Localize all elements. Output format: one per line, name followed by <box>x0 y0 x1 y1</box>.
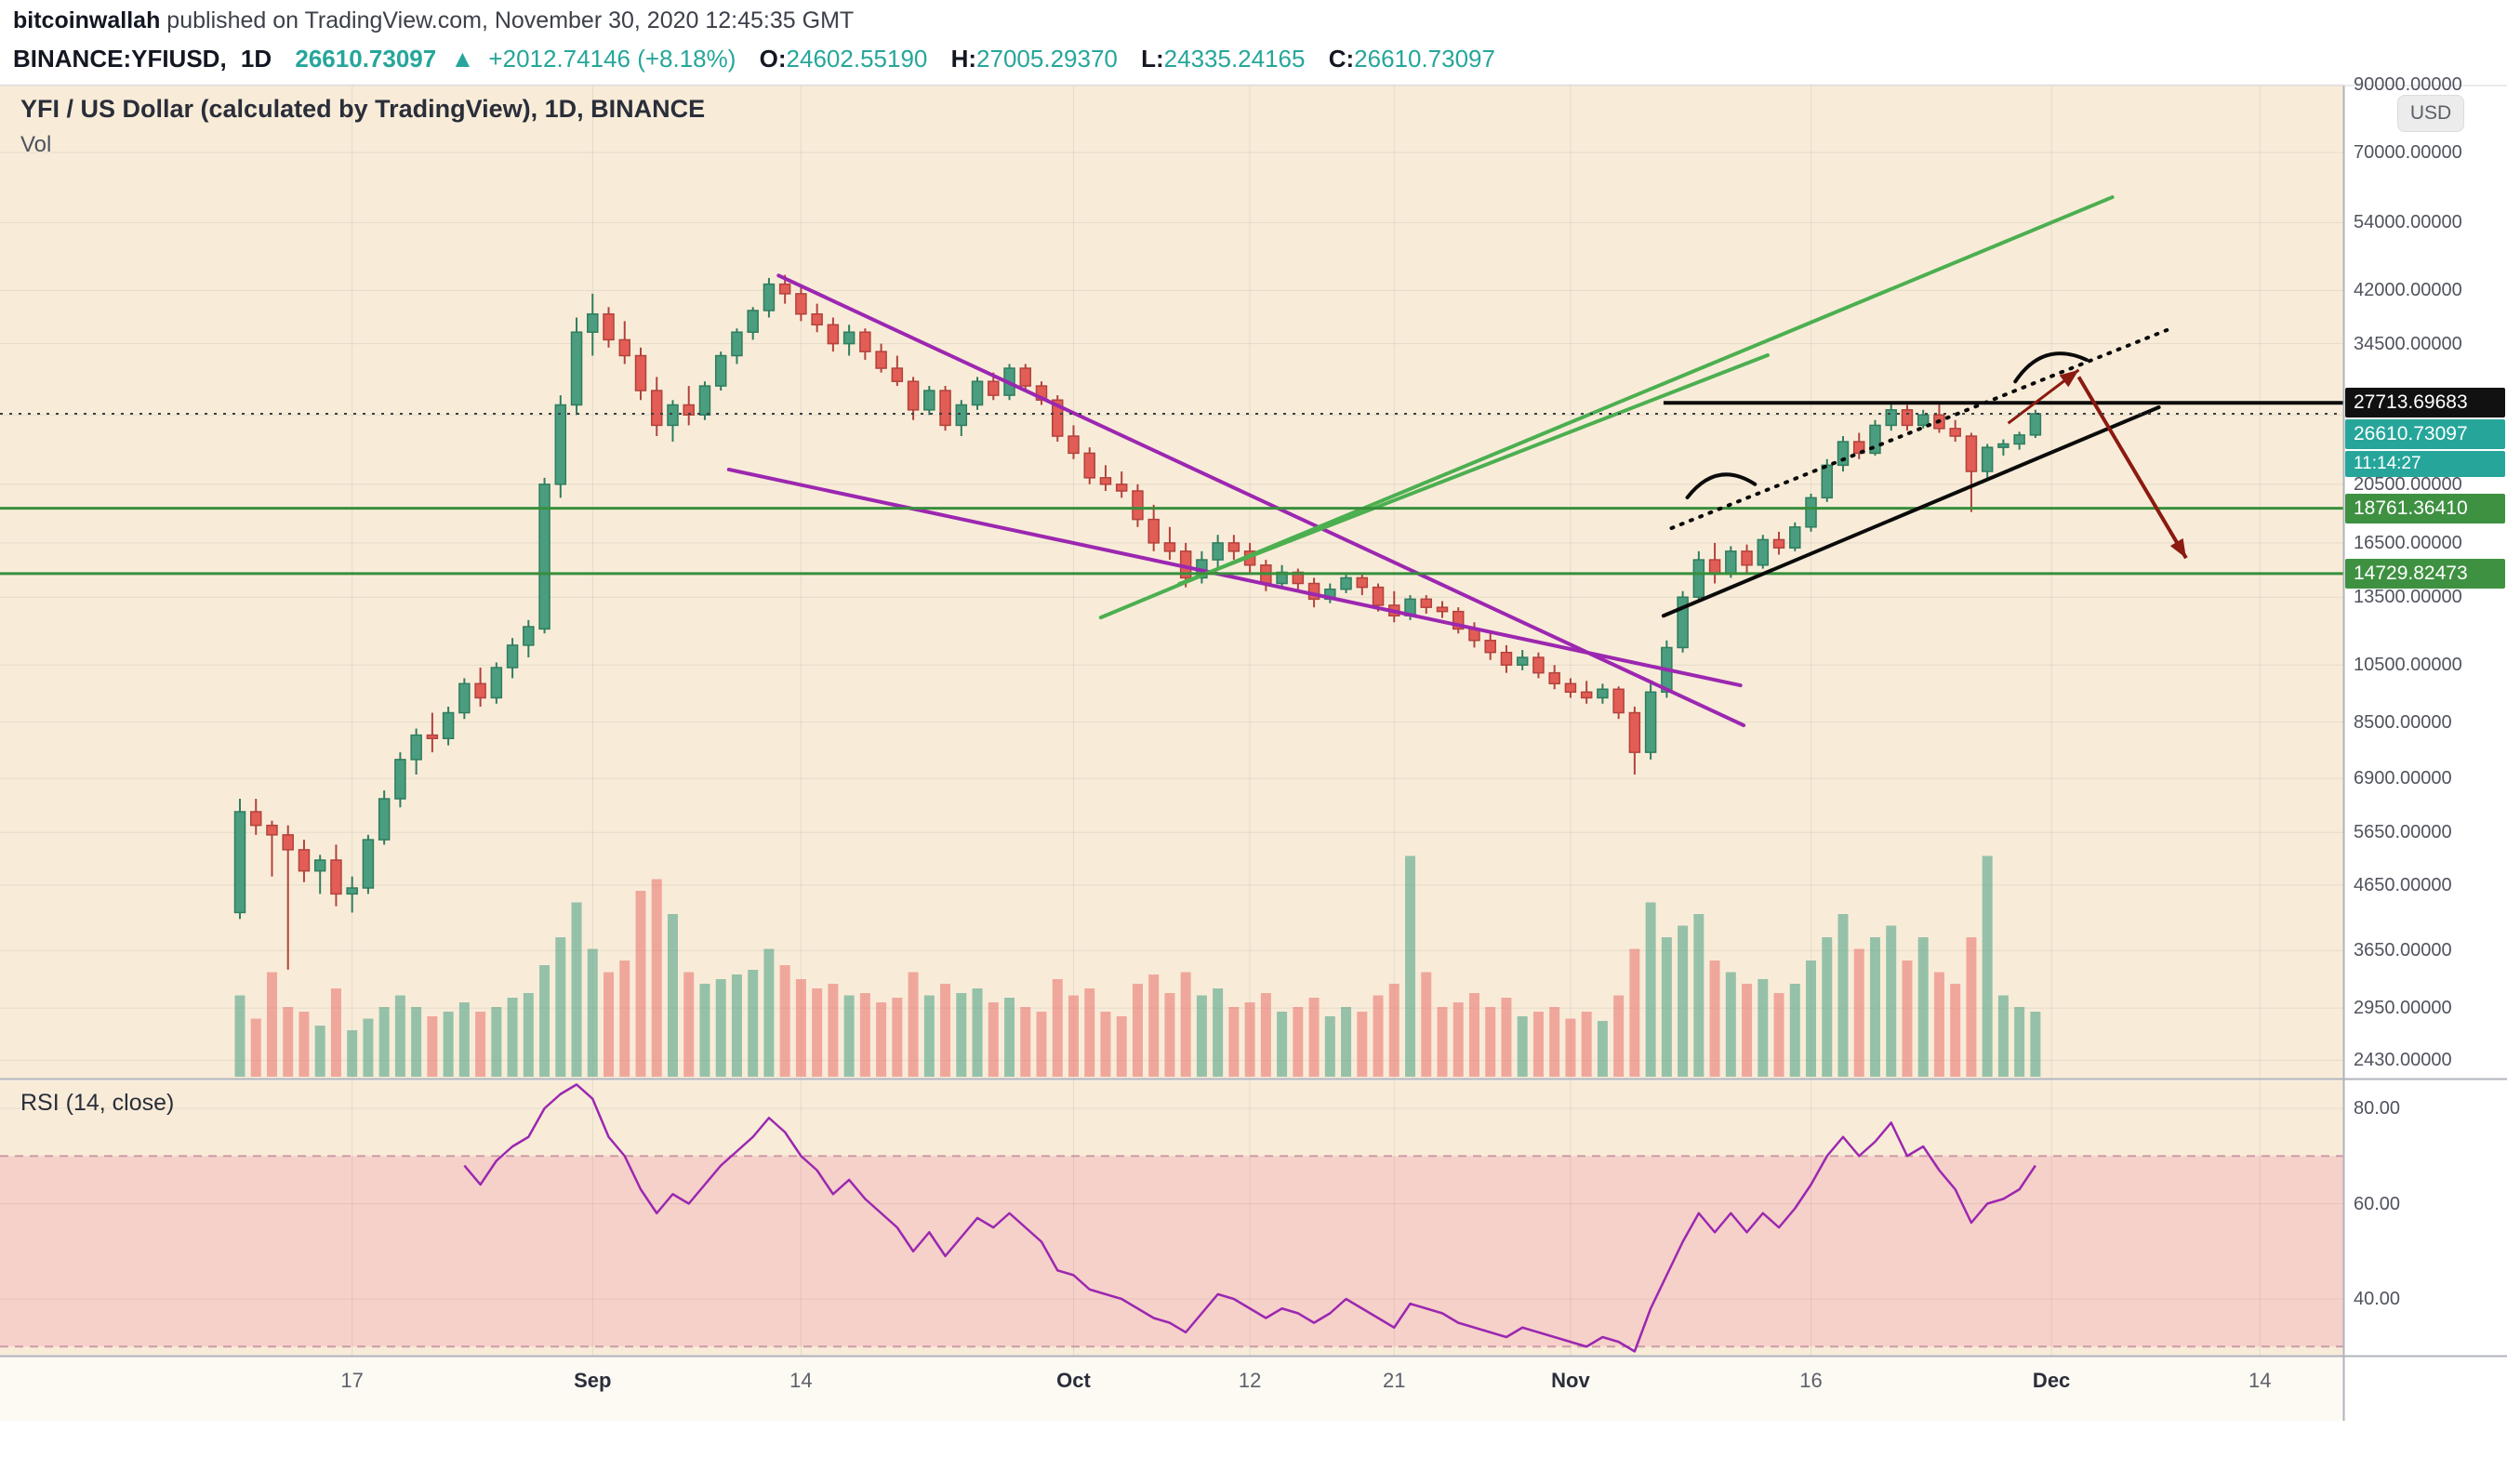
high-label: H: <box>950 45 977 73</box>
rsi-pane-background[interactable] <box>0 1080 2343 1356</box>
last-price: 26610.73097 <box>295 45 437 73</box>
close-value: 26610.73097 <box>1354 45 1495 73</box>
price-change: +2012.74146 (+8.18%) <box>488 45 736 73</box>
footer-bar: TradingView <box>0 1421 2507 1484</box>
publish-header: bitcoinwallah published on TradingView.c… <box>13 7 854 34</box>
symbol-header: BINANCE:YFIUSD, 1D 26610.73097 ▲ +2012.7… <box>13 45 1495 73</box>
volume-indicator-label[interactable]: Vol <box>20 132 52 157</box>
open-value: 24602.55190 <box>786 45 928 73</box>
rsi-indicator-label[interactable]: RSI (14, close) <box>20 1090 175 1116</box>
low-label: L: <box>1141 45 1164 73</box>
timeframe[interactable]: 1D <box>240 45 272 73</box>
high-value: 27005.29370 <box>976 45 1118 73</box>
change-arrow-icon: ▲ <box>450 45 475 73</box>
low-value: 24335.24165 <box>1163 45 1306 73</box>
symbol-ticker[interactable]: BINANCE:YFIUSD, <box>13 45 227 73</box>
close-label: C: <box>1328 45 1355 73</box>
author-name: bitcoinwallah <box>13 7 161 33</box>
time-axis-background[interactable] <box>0 1356 2343 1421</box>
chart-title: YFI / US Dollar (calculated by TradingVi… <box>20 95 706 123</box>
currency-toggle-button[interactable]: USD <box>2397 95 2464 132</box>
price-pane-background[interactable] <box>0 86 2343 1079</box>
open-label: O: <box>759 45 787 73</box>
price-axis-background[interactable] <box>2343 86 2507 1421</box>
publish-info: published on TradingView.com, November 3… <box>160 7 855 33</box>
